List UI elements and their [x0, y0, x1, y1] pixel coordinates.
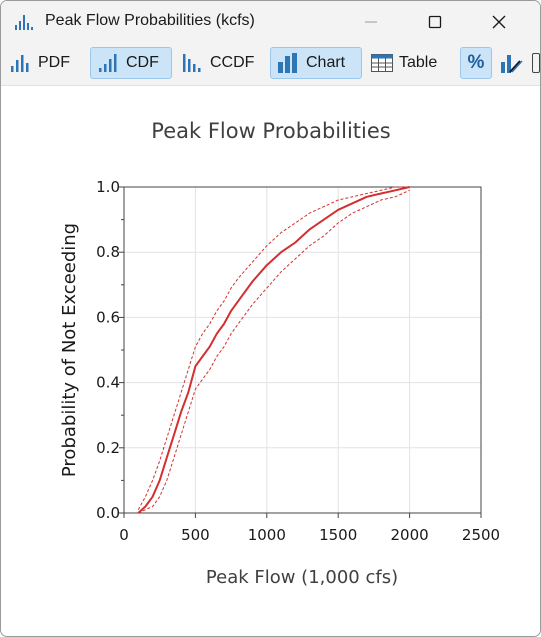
close-button[interactable] — [475, 1, 523, 43]
edit-chart-button[interactable] — [498, 47, 526, 79]
window-title: Peak Flow Probabilities (kcfs) — [45, 12, 255, 29]
x-tick-label: 2500 — [462, 526, 500, 544]
chart-button[interactable]: Chart — [270, 47, 362, 79]
y-tick-label: 1.0 — [96, 178, 120, 196]
table-label: Table — [399, 54, 438, 71]
toolbar: PDF CDF CCDF — [1, 43, 540, 86]
cdf-chart: Peak Flow Probabilities Peak Flow (1,000… — [59, 119, 500, 588]
chart-panel[interactable]: Peak Flow Probabilities Peak Flow (1,000… — [1, 86, 540, 636]
minimize-icon — [365, 21, 377, 23]
title-bar[interactable]: Peak Flow Probabilities (kcfs) — [1, 1, 540, 43]
overflow-button[interactable] — [531, 47, 540, 79]
y-tick-label: 0.8 — [96, 243, 120, 261]
x-tick-label: 1000 — [248, 526, 286, 544]
chart-edit-icon — [500, 52, 524, 74]
maximize-button[interactable] — [411, 1, 459, 43]
table-icon — [370, 52, 394, 74]
y-tick-label: 0.4 — [96, 374, 120, 392]
percent-button[interactable]: % — [460, 47, 492, 79]
chart-title: Peak Flow Probabilities — [151, 119, 390, 143]
chart-label: Chart — [306, 54, 346, 71]
x-tick-label: 0 — [119, 526, 129, 544]
pdf-button[interactable]: PDF — [3, 47, 79, 79]
series-lines — [137, 186, 410, 514]
y-tick-label: 0.6 — [96, 308, 120, 326]
y-tick-label: 0.2 — [96, 439, 120, 457]
x-tick-label: 1500 — [319, 526, 357, 544]
cdf-button[interactable]: CDF — [90, 47, 172, 79]
cdf-series-line — [137, 186, 410, 514]
lower-confidence-line — [138, 189, 410, 514]
y-tick-label: 0.0 — [96, 504, 120, 522]
gridlines — [124, 187, 481, 513]
upper-confidence-line — [137, 186, 410, 510]
cdf-label: CDF — [126, 54, 159, 71]
maximize-icon — [428, 15, 442, 29]
ccdf-button[interactable]: CCDF — [175, 47, 265, 79]
bar-chart-icon — [13, 12, 33, 32]
ccdf-icon — [181, 52, 205, 74]
close-icon — [492, 15, 506, 29]
y-axis-label: Probability of Not Exceeding — [59, 223, 80, 477]
chart-icon — [277, 52, 301, 74]
pdf-icon — [9, 52, 33, 74]
ccdf-label: CCDF — [210, 54, 255, 71]
axis-ticks: 0 500 1000 1500 2000 2500 0.0 0.2 0.4 0.6 0.8 1.0 — [96, 178, 500, 544]
minimize-button[interactable] — [347, 1, 395, 43]
cdf-icon — [97, 52, 121, 74]
x-axis-label: Peak Flow (1,000 cfs) — [206, 567, 398, 588]
percent-label: % — [467, 52, 485, 73]
pdf-label: PDF — [38, 54, 70, 71]
overflow-icon — [532, 53, 540, 73]
x-tick-label: 500 — [181, 526, 210, 544]
x-tick-label: 2000 — [391, 526, 429, 544]
table-button[interactable]: Table — [364, 47, 448, 79]
